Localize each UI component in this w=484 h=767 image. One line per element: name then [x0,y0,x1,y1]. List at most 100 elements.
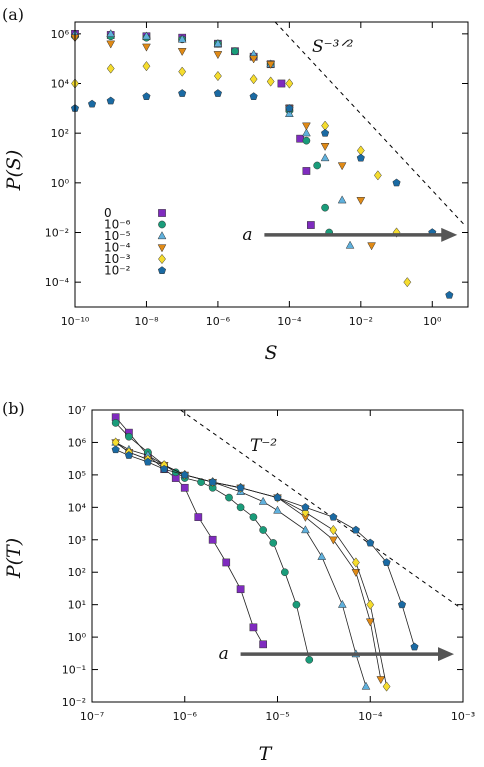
data-point [125,432,133,441]
y-tick-label: 10² [51,127,69,140]
data-point [111,419,120,427]
data-point [313,161,322,170]
data-point [236,483,245,492]
x-tick-label: 10⁻⁷ [80,710,104,723]
data-point [305,655,314,664]
panel-a-arrow: a [242,225,458,245]
y-tick-label: 10² [68,566,86,579]
data-point [142,61,151,72]
panel-b-series [111,413,419,692]
legend-marker [157,244,167,253]
data-point [392,178,401,187]
data-point [178,66,187,77]
data-point [280,568,289,577]
data-point [337,195,347,204]
data-point [142,43,151,52]
y-tick-label: 10⁴ [68,501,87,514]
data-point [382,681,391,692]
panel-a-legend: 010⁻⁶10⁻⁵10⁻⁴10⁻³10⁻² [104,206,167,278]
data-point [292,600,301,609]
data-point [273,493,282,502]
data-point [320,153,330,162]
legend-marker [158,209,166,217]
data-point [106,96,115,105]
panel-b-frame [91,409,464,703]
panel-b-label: (b) [2,399,25,418]
data-point [403,277,412,288]
data-point [106,40,116,49]
data-point [208,477,217,486]
data-point [249,92,258,100]
data-point [351,557,360,568]
data-point [180,483,189,492]
power-law-guide-label: T⁻² [250,436,277,456]
data-point [307,221,315,229]
data-point [142,92,151,100]
panel-a: (a) 10⁻¹⁰ 10⁻⁸ 10⁻⁶ 10⁻⁴ 10⁻² 10⁰10⁻⁴10⁻²10⁰1… [2,5,469,364]
legend-marker [158,220,166,229]
series-line [115,449,415,648]
data-point [277,79,286,88]
data-point [177,48,187,57]
x-tick-label: 10⁻⁴ [358,710,383,723]
power-law-guide-line [180,409,464,611]
data-point [143,457,152,466]
data-point [213,51,223,60]
data-point [366,599,375,610]
x-tick-label: 10⁻⁶ [173,710,198,723]
panel-a-guide: S⁻³ᐟ² [274,21,465,226]
data-point [236,503,245,512]
data-point [208,535,217,544]
data-point [142,31,151,40]
data-point [266,61,276,70]
series-line [115,442,387,687]
arrow-label: a [219,644,229,664]
data-point [366,538,375,547]
data-point [367,242,376,251]
data-point [197,478,205,486]
data-point [376,676,386,685]
panel-a-frame [74,21,469,308]
y-tick-label: 10⁵ [68,469,86,482]
series-3 [111,439,386,685]
series-0 [71,29,315,229]
data-point [337,599,347,608]
data-point [302,122,311,131]
power-law-guide-label: S⁻³ᐟ² [312,37,354,57]
data-point [397,600,407,609]
y-tick-label: 10⁻⁴ [45,276,70,289]
legend-label: 0 [104,206,112,220]
data-point [382,558,391,566]
series-2 [70,29,355,249]
series-line [115,422,310,660]
arrow-label: a [242,225,252,245]
data-point [361,681,371,690]
data-point [106,29,116,37]
x-tick-label: 10⁻² [349,315,373,328]
data-point [301,525,310,534]
data-point [273,505,282,514]
y-tick-label: 10⁶ [68,436,87,449]
y-tick-label: 10⁻² [45,227,69,240]
series-5 [111,445,419,651]
data-point [194,513,203,521]
data-point [266,76,275,87]
data-point [160,464,169,473]
data-point [321,128,330,137]
panel-b: (b) 10⁻⁷ 10⁻⁶ 10⁻⁵ 10⁻⁴ 10⁻³ 10⁻² 10⁻¹ 10⁰ 10¹ 10… [2,399,475,765]
data-point [180,470,189,479]
panel-b-guide: T⁻² [180,409,464,611]
data-point [329,524,338,536]
data-point [249,74,258,85]
series-4 [71,61,412,288]
data-point [87,99,97,108]
data-point [249,55,259,64]
legend-label: 10⁻⁶ [104,218,131,232]
legend-marker [158,253,166,265]
data-point [345,240,355,249]
y-tick-label: 10⁻² [62,696,86,709]
data-point [410,642,419,651]
series-line [115,442,367,687]
y-tick-label: 10⁰ [68,631,87,644]
data-point [213,89,222,97]
